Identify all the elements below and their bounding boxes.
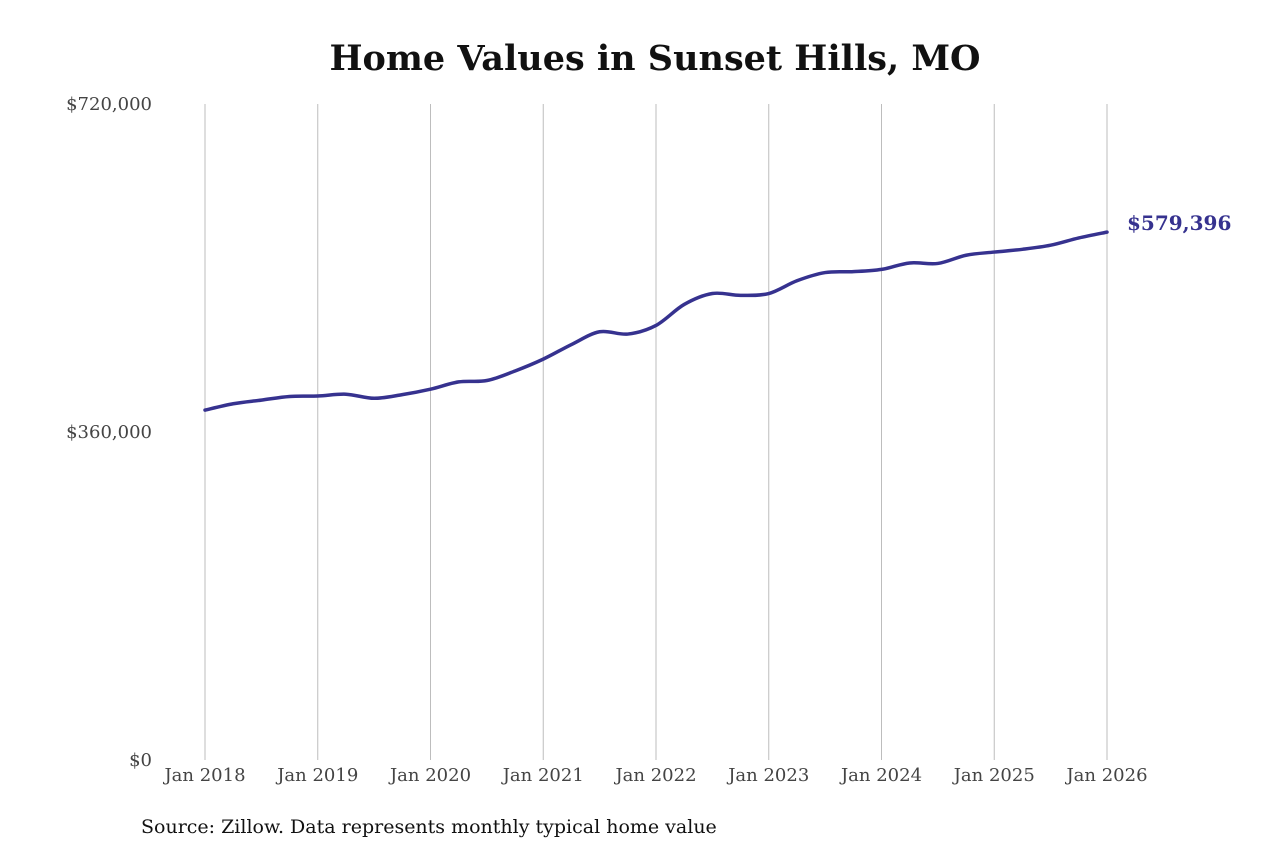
series-layer — [203, 230, 1109, 412]
y-tick-label: $360,000 — [66, 422, 152, 443]
x-axis-ticks: Jan 2018 Jan 2019 Jan 2020 Jan 2021 Jan 2022… — [162, 765, 1147, 786]
x-tick-label: Jan 2020 — [388, 765, 471, 786]
y-tick-label: $0 — [129, 750, 152, 771]
source-note: Source: Zillow. Data represents monthly … — [141, 816, 717, 838]
y-tick-label: $720,000 — [66, 94, 152, 115]
gridlines — [204, 104, 1108, 760]
x-tick-label: Jan 2023 — [726, 765, 809, 786]
chart-title: Home Values in Sunset Hills, MO — [329, 38, 981, 79]
y-axis-ticks: $0 $360,000 $720,000 — [66, 94, 152, 771]
end-value-label: $579,396 — [1127, 211, 1231, 235]
x-tick-label: Jan 2018 — [162, 765, 245, 786]
x-tick-label: Jan 2019 — [275, 765, 358, 786]
x-tick-label: Jan 2022 — [613, 765, 696, 786]
x-tick-label: Jan 2026 — [1064, 765, 1147, 786]
x-tick-label: Jan 2021 — [501, 765, 584, 786]
x-tick-label: Jan 2025 — [952, 765, 1035, 786]
data-labels: $579,396 — [1127, 211, 1231, 235]
x-tick-label: Jan 2024 — [839, 765, 922, 786]
series-line — [203, 230, 1109, 412]
